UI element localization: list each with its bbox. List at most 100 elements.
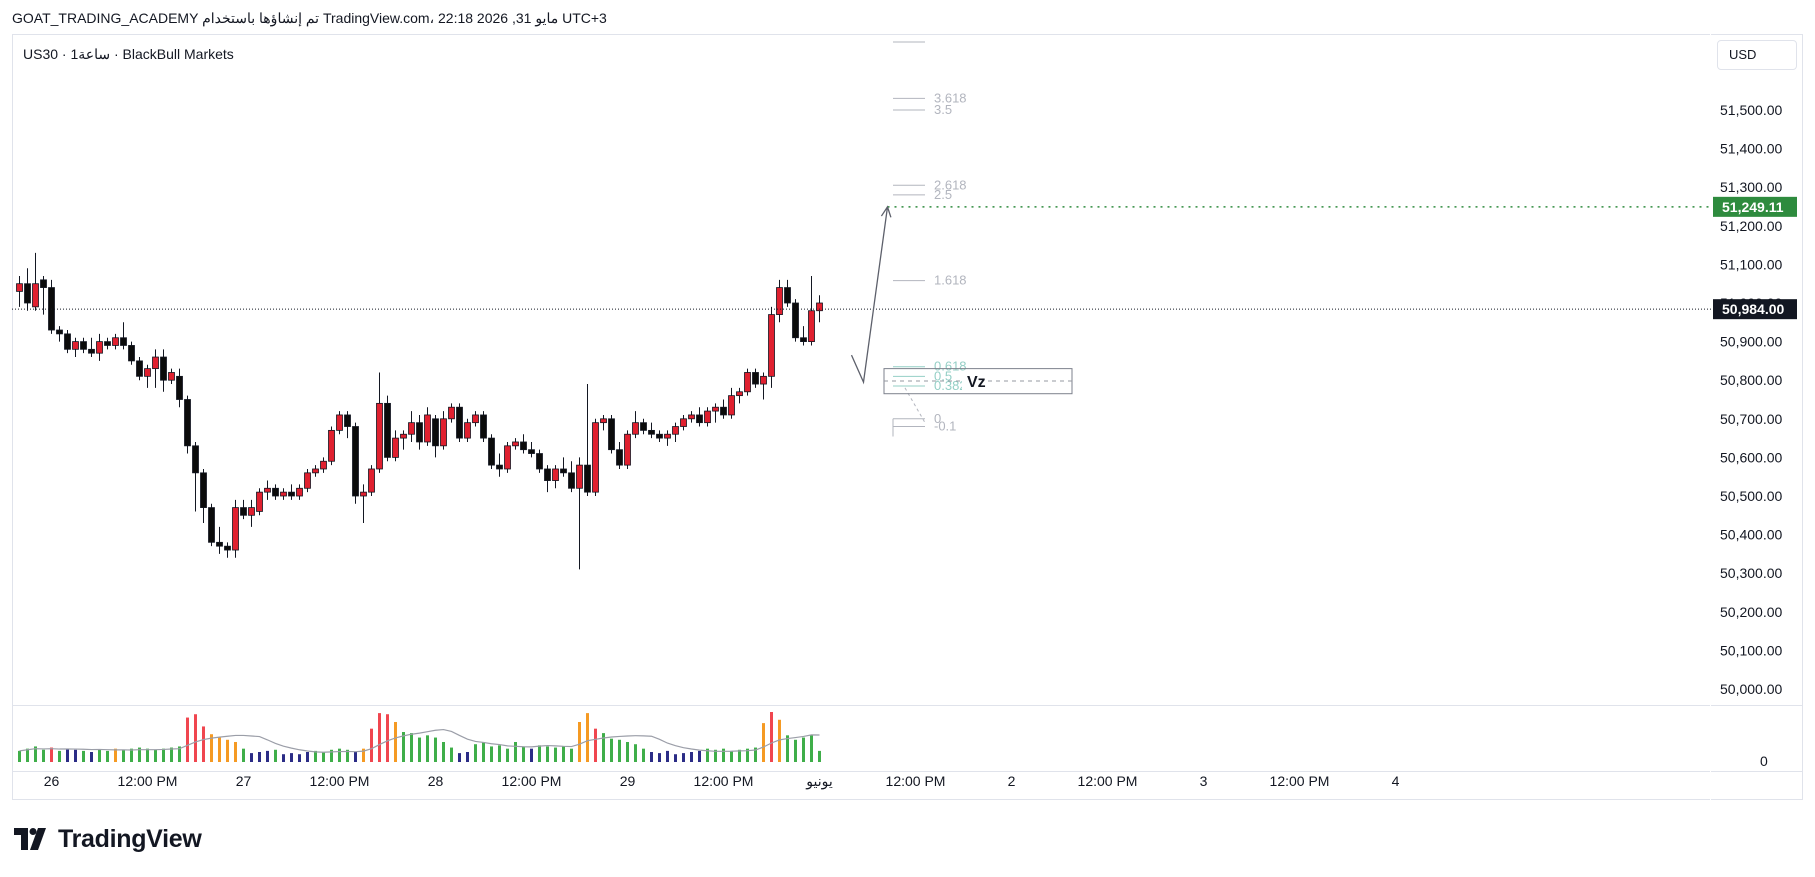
candle[interactable] bbox=[464, 418, 471, 442]
candle[interactable] bbox=[584, 384, 591, 496]
candle[interactable] bbox=[664, 430, 671, 446]
candle[interactable] bbox=[160, 349, 167, 392]
candle[interactable] bbox=[416, 414, 423, 450]
candle[interactable] bbox=[200, 468, 207, 524]
candle[interactable] bbox=[144, 364, 151, 388]
candle[interactable] bbox=[384, 395, 391, 462]
candle[interactable] bbox=[320, 457, 327, 473]
candle[interactable] bbox=[496, 453, 503, 477]
candle[interactable] bbox=[456, 403, 463, 442]
candle[interactable] bbox=[240, 499, 247, 520]
candle[interactable] bbox=[16, 275, 23, 307]
candle[interactable] bbox=[304, 468, 311, 493]
candle[interactable] bbox=[352, 422, 359, 504]
candle[interactable] bbox=[56, 326, 63, 342]
candle[interactable] bbox=[256, 488, 263, 516]
candle[interactable] bbox=[88, 337, 95, 358]
candle[interactable] bbox=[600, 414, 607, 431]
candle[interactable] bbox=[184, 395, 191, 454]
candle[interactable] bbox=[96, 333, 103, 361]
candle[interactable] bbox=[752, 368, 759, 388]
symbol-legend[interactable]: US30 · 1ساعة · BlackBull Markets bbox=[23, 46, 234, 62]
candle[interactable] bbox=[592, 418, 599, 496]
currency-selector[interactable]: USD bbox=[1717, 40, 1797, 70]
candle[interactable] bbox=[40, 275, 47, 315]
candle[interactable] bbox=[424, 407, 431, 446]
candle[interactable] bbox=[120, 322, 127, 350]
candle[interactable] bbox=[736, 387, 743, 404]
candle[interactable] bbox=[392, 430, 399, 462]
candle[interactable] bbox=[360, 484, 367, 524]
candle[interactable] bbox=[312, 465, 319, 477]
candle[interactable] bbox=[48, 279, 55, 334]
candle[interactable] bbox=[128, 341, 135, 365]
candle[interactable] bbox=[72, 337, 79, 358]
candle[interactable] bbox=[544, 465, 551, 493]
candle[interactable] bbox=[784, 279, 791, 307]
current-price-label[interactable]: 50,984.00 bbox=[1713, 299, 1797, 320]
candle[interactable] bbox=[696, 407, 703, 427]
candle[interactable] bbox=[432, 414, 439, 458]
candle[interactable] bbox=[288, 484, 295, 500]
candle[interactable] bbox=[104, 337, 111, 350]
candle[interactable] bbox=[328, 426, 335, 466]
candle[interactable] bbox=[704, 407, 711, 427]
candle[interactable] bbox=[64, 330, 71, 354]
candle[interactable] bbox=[152, 349, 159, 388]
candle[interactable] bbox=[632, 411, 639, 439]
candle[interactable] bbox=[248, 499, 255, 527]
projection-path[interactable] bbox=[850, 206, 889, 385]
candle[interactable] bbox=[448, 403, 455, 423]
candle[interactable] bbox=[808, 275, 815, 346]
candle[interactable] bbox=[568, 461, 575, 493]
candle[interactable] bbox=[208, 503, 215, 547]
candle[interactable] bbox=[400, 430, 407, 450]
candle[interactable] bbox=[136, 357, 143, 381]
candle[interactable] bbox=[800, 326, 807, 346]
candle[interactable] bbox=[368, 465, 375, 496]
candle[interactable] bbox=[728, 387, 735, 419]
candle[interactable] bbox=[336, 411, 343, 435]
candle[interactable] bbox=[536, 449, 543, 473]
candle[interactable] bbox=[32, 252, 39, 311]
candle[interactable] bbox=[112, 333, 119, 350]
candle[interactable] bbox=[792, 299, 799, 342]
candle[interactable] bbox=[688, 411, 695, 423]
candle[interactable] bbox=[672, 422, 679, 442]
candle[interactable] bbox=[168, 368, 175, 385]
candle[interactable] bbox=[576, 457, 583, 570]
candle[interactable] bbox=[680, 414, 687, 431]
candle[interactable] bbox=[512, 438, 519, 450]
candle[interactable] bbox=[176, 368, 183, 408]
candle[interactable] bbox=[440, 411, 447, 450]
candle[interactable] bbox=[648, 422, 655, 439]
tradingview-brand[interactable]: TradingView bbox=[14, 824, 202, 854]
candle[interactable] bbox=[80, 337, 87, 354]
candle[interactable] bbox=[768, 306, 775, 388]
candle[interactable] bbox=[560, 457, 567, 477]
candle[interactable] bbox=[616, 441, 623, 469]
candle[interactable] bbox=[744, 368, 751, 396]
candle[interactable] bbox=[504, 441, 511, 473]
candle[interactable] bbox=[344, 411, 351, 439]
candle[interactable] bbox=[224, 542, 231, 558]
candle[interactable] bbox=[216, 526, 223, 554]
candle[interactable] bbox=[232, 499, 239, 558]
candle[interactable] bbox=[472, 411, 479, 427]
candle[interactable] bbox=[296, 484, 303, 500]
candle[interactable] bbox=[24, 268, 31, 311]
candle[interactable] bbox=[552, 465, 559, 489]
candle[interactable] bbox=[520, 434, 527, 454]
candle[interactable] bbox=[408, 411, 415, 442]
candle[interactable] bbox=[712, 403, 719, 423]
candle[interactable] bbox=[480, 411, 487, 442]
candle[interactable] bbox=[264, 480, 271, 500]
candle[interactable] bbox=[272, 484, 279, 500]
candle[interactable] bbox=[608, 414, 615, 454]
candle[interactable] bbox=[528, 441, 535, 458]
candle[interactable] bbox=[624, 430, 631, 469]
candle[interactable] bbox=[192, 441, 199, 512]
candle[interactable] bbox=[656, 430, 663, 442]
candle[interactable] bbox=[776, 279, 783, 323]
